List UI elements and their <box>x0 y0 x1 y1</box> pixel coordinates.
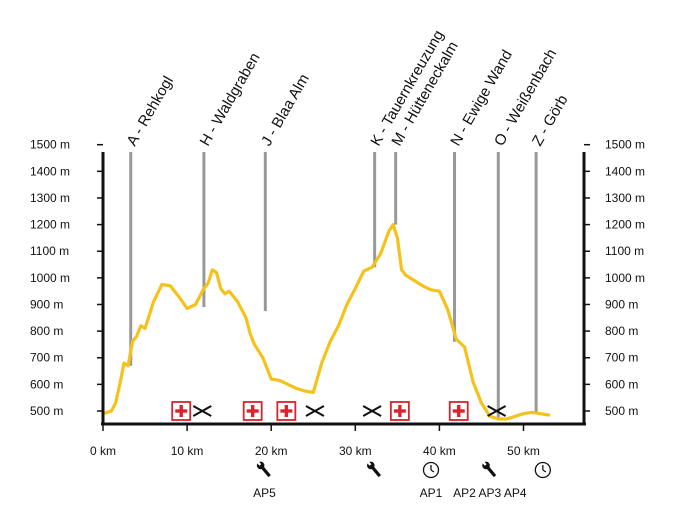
clock-icon-hand <box>430 469 435 473</box>
y-tick-label-right: 1400 m <box>605 164 645 178</box>
y-tick-label-right: 1000 m <box>605 271 645 285</box>
y-tick-label-left: 1400 m <box>30 164 70 178</box>
waypoint-lines <box>129 152 538 419</box>
road-crossing-icon <box>305 405 325 417</box>
first-aid-icon <box>171 401 192 421</box>
axes-layer: 500 m 500 m 600 m 600 m 700 m 700 m 800 m 800 m… <box>30 138 645 458</box>
waypoint-label: H - Waldgraben <box>197 50 264 149</box>
road-crossing-icon <box>362 405 382 417</box>
y-tick-label-right: 800 m <box>605 324 638 338</box>
y-tick-label-right: 600 m <box>605 377 638 391</box>
x-tick-label: 30 km <box>339 444 372 458</box>
road-crossing-icon-stroke <box>362 405 382 417</box>
y-tick-label-right: 900 m <box>605 297 638 311</box>
road-crossing-icon-stroke <box>305 405 325 417</box>
wrench-icon <box>366 460 382 478</box>
first-aid-icon-cross-v <box>457 405 461 417</box>
y-tick-label-right: 700 m <box>605 351 638 365</box>
wrench-icon-handle <box>371 466 382 478</box>
wrench-icon-jaw <box>481 460 487 466</box>
first-aid-icon <box>389 401 410 421</box>
first-aid-icon <box>242 401 263 421</box>
first-aid-icon-cross-v <box>398 405 402 417</box>
x-tick-label: 20 km <box>255 444 288 458</box>
road-crossing-icon <box>192 405 212 417</box>
first-aid-icon <box>448 401 469 421</box>
x-tick-label: 10 km <box>171 444 204 458</box>
y-tick-label-right: 1100 m <box>605 244 644 258</box>
y-tick-label-left: 600 m <box>30 377 63 391</box>
waypoint-label: A - Rehkogl <box>123 73 176 149</box>
x-tick-label: 40 km <box>423 444 456 458</box>
road-crossing-icon <box>487 405 507 417</box>
first-aid-icon-cross-v <box>179 405 183 417</box>
y-tick-label-right: 1300 m <box>605 191 645 205</box>
y-tick-label-left: 900 m <box>30 297 63 311</box>
elevation-line <box>101 223 551 421</box>
wrench-icon-jaw <box>256 460 262 466</box>
waypoint-label: J - Blaa Alm <box>258 71 313 149</box>
wrench-icon-handle <box>261 466 271 478</box>
road-crossing-icon-stroke <box>487 405 507 417</box>
y-tick-label-left: 500 m <box>30 404 63 418</box>
y-tick-label-left: 1500 m <box>30 138 70 152</box>
wrench-icon-jaw <box>366 460 372 466</box>
y-tick-label-left: 700 m <box>30 351 63 365</box>
marker-layer <box>171 401 507 421</box>
y-tick-label-right: 500 m <box>605 404 638 418</box>
y-tick-label-left: 1000 m <box>30 271 70 285</box>
wrench-icon-handle <box>486 466 497 478</box>
y-tick-label-left: 800 m <box>30 324 63 338</box>
y-tick-label-left: 1300 m <box>30 191 70 205</box>
aid-point-label: AP2 AP3 AP4 <box>453 486 527 500</box>
clock-icon <box>422 461 440 479</box>
y-tick-label-right: 1200 m <box>605 218 645 232</box>
y-tick-label-left: 1100 m <box>30 244 69 258</box>
wrench-icon <box>481 460 497 478</box>
profile-layer <box>101 223 551 421</box>
waypoint-label: Z - Görb <box>529 92 572 149</box>
x-tick-label: 0 km <box>90 444 116 458</box>
below-axis-markers: AP5 AP1 AP2 AP3 AP4 <box>253 460 551 500</box>
y-tick-label-right: 1500 m <box>605 138 645 152</box>
first-aid-icon-cross-v <box>250 405 255 417</box>
wrench-icon <box>256 460 271 478</box>
x-tick-label: 50 km <box>507 444 540 458</box>
first-aid-icon-cross-v <box>284 405 289 417</box>
first-aid-icon <box>276 401 297 421</box>
clock-icon-hand <box>542 469 547 473</box>
aid-point-label: AP5 <box>253 486 276 500</box>
aid-point-label: AP1 <box>420 486 443 500</box>
clock-icon <box>534 461 551 479</box>
road-crossing-icon-stroke <box>192 405 212 417</box>
y-tick-label-left: 1200 m <box>30 218 70 232</box>
